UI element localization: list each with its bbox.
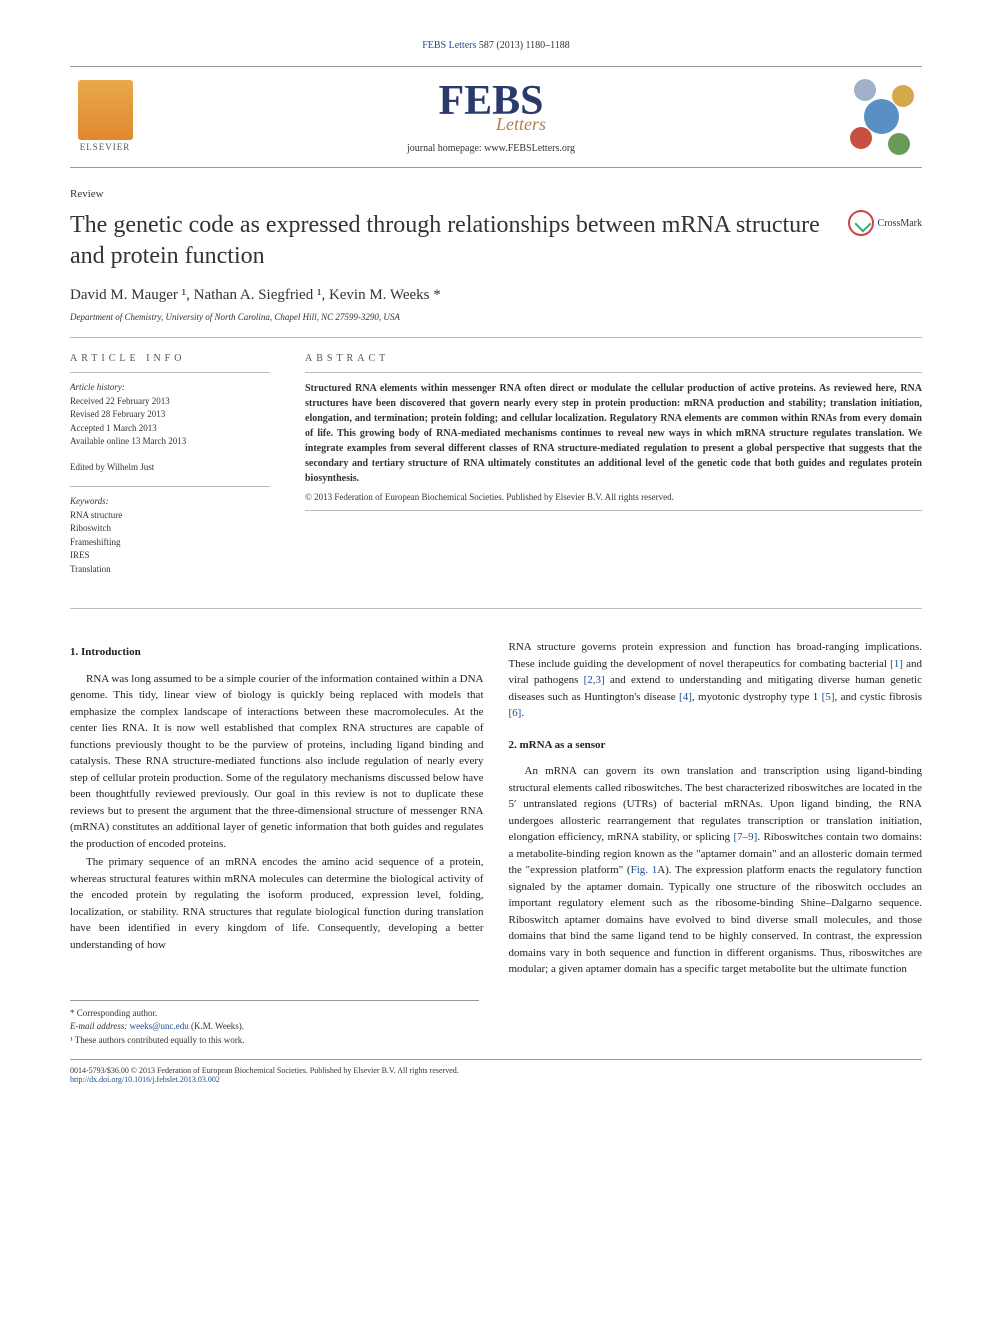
section-heading-introduction: 1. Introduction [70,644,484,661]
citation-header: FEBS Letters 587 (2013) 1180–1188 [70,40,922,51]
body-paragraph: An mRNA can govern its own translation a… [509,763,923,978]
email-author: (K.M. Weeks). [191,1021,244,1031]
email-line: E-mail address: weeks@unc.edu (K.M. Week… [70,1020,479,1034]
affiliation: Department of Chemistry, University of N… [70,312,922,322]
corresponding-author: * Corresponding author. [70,1007,479,1021]
keywords-block: Keywords: RNA structure Riboswitch Frame… [70,495,270,576]
doi-link[interactable]: http://dx.doi.org/10.1016/j.febslet.2013… [70,1075,220,1084]
crossmark-icon [848,210,874,236]
email-label: E-mail address: [70,1021,127,1031]
elsevier-label: ELSEVIER [80,142,131,152]
ref-link[interactable]: [6] [509,707,522,719]
divider [70,337,922,338]
homepage-label: journal homepage: [407,143,482,154]
ref-link[interactable]: [4] [679,691,692,703]
journal-title-block: FEBS Letters journal homepage: www.FEBSL… [407,80,575,154]
history-accepted: Accepted 1 March 2013 [70,423,157,433]
crossmark-label: CrossMark [878,218,922,229]
body-column-left: 1. Introduction RNA was long assumed to … [70,639,484,980]
society-logo-icon[interactable] [842,77,922,157]
journal-header-bar: ELSEVIER FEBS Letters journal homepage: … [70,66,922,168]
footnotes: * Corresponding author. E-mail address: … [70,1000,479,1048]
abstract-header: ABSTRACT [305,353,922,364]
citation-journal-link[interactable]: FEBS Letters [422,40,476,51]
article-info-column: ARTICLE INFO Article history: Received 2… [70,353,270,588]
journal-homepage: journal homepage: www.FEBSLetters.org [407,143,575,154]
article-type: Review [70,188,922,200]
history-received: Received 22 February 2013 [70,396,170,406]
article-history: Article history: Received 22 February 20… [70,381,270,449]
crossmark-badge[interactable]: CrossMark [848,210,922,236]
article-title: The genetic code as expressed through re… [70,210,828,272]
keyword: Frameshifting [70,537,121,547]
body-paragraph: RNA structure governs protein expression… [509,639,923,722]
footer-copyright: 0014-5793/$36.00 © 2013 Federation of Eu… [70,1066,922,1075]
figure-link[interactable]: Fig. 1 [631,864,658,876]
history-revised: Revised 28 February 2013 [70,409,165,419]
keyword: Translation [70,564,111,574]
homepage-link[interactable]: www.FEBSLetters.org [484,143,575,154]
body-column-right: RNA structure governs protein expression… [509,639,923,980]
elsevier-tree-icon [78,80,133,140]
abstract-copyright: © 2013 Federation of European Biochemica… [305,492,922,502]
edited-by: Edited by Wilhelm Just [70,461,270,475]
article-info-header: ARTICLE INFO [70,353,270,364]
section-heading-sensor: 2. mRNA as a sensor [509,737,923,754]
ref-link[interactable]: [7–9] [734,831,758,843]
history-online: Available online 13 March 2013 [70,436,186,446]
keyword: Riboswitch [70,523,111,533]
keyword: RNA structure [70,510,122,520]
citation-volume: 587 (2013) 1180–1188 [479,40,570,51]
body-paragraph: The primary sequence of an mRNA encodes … [70,854,484,953]
keywords-label: Keywords: [70,496,109,506]
email-link[interactable]: weeks@unc.edu [130,1021,189,1031]
page-footer: 0014-5793/$36.00 © 2013 Federation of Eu… [70,1059,922,1084]
history-label: Article history: [70,382,125,392]
body-text: 1. Introduction RNA was long assumed to … [70,639,922,980]
ref-link[interactable]: [1] [890,658,903,670]
contribution-note: ¹ These authors contributed equally to t… [70,1034,479,1048]
abstract-text: Structured RNA elements within messenger… [305,381,922,486]
ref-link[interactable]: [5] [822,691,835,703]
keyword: IRES [70,550,90,560]
elsevier-logo[interactable]: ELSEVIER [70,80,140,155]
abstract-column: ABSTRACT Structured RNA elements within … [305,353,922,588]
ref-link[interactable]: [2,3] [584,674,605,686]
authors-line: David M. Mauger ¹, Nathan A. Siegfried ¹… [70,287,922,304]
body-paragraph: RNA was long assumed to be a simple cour… [70,671,484,853]
